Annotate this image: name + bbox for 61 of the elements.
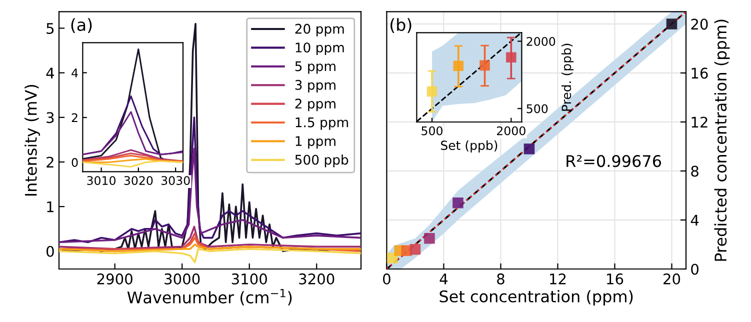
y-tick-label: 5 <box>46 23 54 34</box>
x-tick-label: 3100 <box>232 273 267 284</box>
y2-tick-label: 8 <box>691 166 698 177</box>
annotation: (a) <box>71 18 92 33</box>
y-axis-title: Intensity (mV) <box>24 84 40 196</box>
y-tick-label: 2 <box>46 156 54 168</box>
point <box>524 144 535 154</box>
legend-label: 500 ppb <box>295 154 348 168</box>
y-tick-label: 0 <box>46 246 54 257</box>
y-tick-label: 0 <box>72 158 78 167</box>
x-tick-label: 3200 <box>299 273 334 284</box>
y2-tick-label: 500 <box>526 104 548 114</box>
point <box>452 197 464 208</box>
y2-tick-label: 16 <box>692 68 708 79</box>
x-tick-label: 3000 <box>164 273 200 284</box>
point <box>453 60 464 72</box>
legend-label: 2 ppm <box>295 98 336 112</box>
y-tick-label: 2 <box>72 113 78 122</box>
x-axis-title: Set (ppb) <box>440 140 498 152</box>
legend-label: 10 ppm <box>296 42 344 56</box>
y2-tick-label: 12 <box>692 116 708 128</box>
y2-axis-title: Predicted concentration (ppm) <box>714 20 730 261</box>
y2-tick-label: 2000 <box>526 36 556 46</box>
point <box>666 18 678 30</box>
y-tick-label: 1 <box>47 201 54 212</box>
y2-tick-label: 4 <box>690 214 699 226</box>
x-tick-label: 0 <box>383 273 390 284</box>
legend-label: 3 ppm <box>295 80 336 92</box>
x-axis-title: Set concentration (ppm) <box>440 290 633 306</box>
legend-label: 1.5 ppm <box>296 118 348 130</box>
legend-label: 20 ppm <box>295 24 344 36</box>
point <box>410 244 421 255</box>
y-tick-label: 4 <box>46 68 54 78</box>
x-tick-label: 2900 <box>97 273 132 284</box>
x-tick-label: 20 <box>664 273 680 284</box>
y2-tick-label: 0 <box>691 264 698 275</box>
point <box>424 232 435 244</box>
x-tick-label: 12 <box>550 273 566 284</box>
y-tick-label: 4 <box>72 68 78 78</box>
y2-axis-title: Pred. (ppb) <box>561 44 574 111</box>
x-axis-title: Wavenumber (cm$^{−1}$) <box>127 288 292 306</box>
point <box>426 86 438 97</box>
x-tick-label: 8 <box>497 273 504 284</box>
x-tick-label: 3010 <box>87 176 116 186</box>
line-series <box>59 148 361 244</box>
point <box>480 60 490 71</box>
annotation: R²=0.99676 <box>566 155 662 168</box>
x-tick-label: 16 <box>607 273 624 284</box>
x-tick-label: 4 <box>440 274 448 284</box>
legend-label: 5 ppm <box>295 61 336 74</box>
point <box>506 52 516 63</box>
line-series <box>59 244 361 252</box>
line-series <box>59 226 361 250</box>
x-tick-label: 3030 <box>161 176 190 186</box>
y-tick-label: 3 <box>46 112 54 124</box>
legend-label: 1 ppm <box>296 136 336 149</box>
annotation: (b) <box>390 18 412 33</box>
line-series <box>82 111 183 156</box>
y2-tick-label: 20 <box>691 18 708 30</box>
x-tick-label: 3020 <box>124 176 153 186</box>
line-series <box>59 248 361 264</box>
